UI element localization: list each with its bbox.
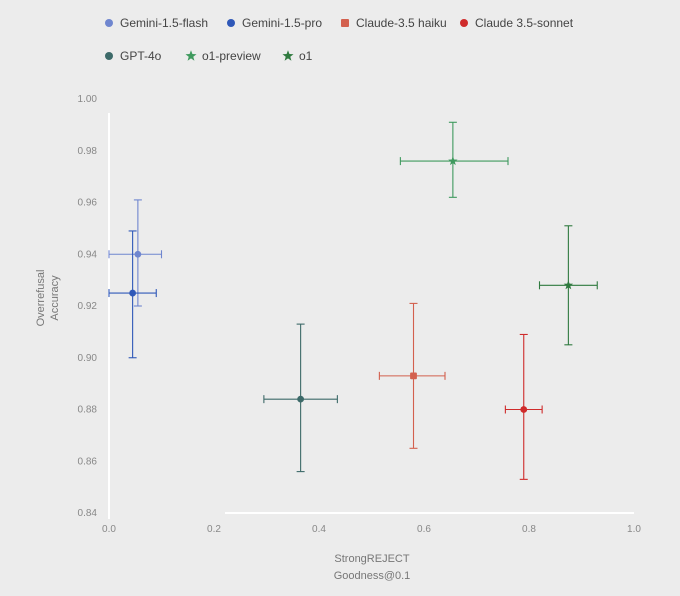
axis-titles: StrongREJECT Goodness@0.1 Overrefusal Accur… xyxy=(35,270,410,582)
x-tick-label: 0.6 xyxy=(417,524,431,535)
legend-marker-gemini-1-5-pro xyxy=(227,19,235,27)
legend-marker-gemini-1-5-flash xyxy=(105,19,113,27)
x-tick-label: 0.4 xyxy=(312,524,326,535)
legend-marker-claude-3-5-sonnet xyxy=(460,19,468,27)
y-tick-label: 0.96 xyxy=(78,198,98,209)
legend-item-gpt-4o: GPT-4o xyxy=(105,49,162,63)
legend-item-o1: o1 xyxy=(282,49,313,63)
data-point-o1-preview xyxy=(448,156,458,166)
legend-marker-o1 xyxy=(282,50,294,61)
legend: Gemini-1.5-flash Gemini-1.5-pro Claude-3.5… xyxy=(105,16,574,63)
legend-label-gemini-1-5-pro: Gemini-1.5-pro xyxy=(242,16,322,30)
x-tick-label: 0.2 xyxy=(207,524,221,535)
y-tick-label: 0.94 xyxy=(78,249,98,260)
legend-marker-gpt-4o xyxy=(105,52,113,60)
x-tick-label: 0.8 xyxy=(522,524,536,535)
legend-item-o1-preview: o1-preview xyxy=(185,49,261,63)
y-axis-title-line: Overrefusal xyxy=(35,270,47,327)
y-tick-label: 0.98 xyxy=(78,146,98,157)
y-tick-label: 0.88 xyxy=(78,405,98,416)
legend-marker-claude-3-5-haiku xyxy=(341,19,349,27)
x-tick-label: 1.0 xyxy=(627,524,641,535)
legend-label-o1: o1 xyxy=(299,49,313,63)
legend-label-o1-preview: o1-preview xyxy=(202,49,261,63)
data-point-gpt-4o xyxy=(297,395,305,403)
legend-marker-o1-preview xyxy=(185,50,197,61)
legend-item-gemini-1-5-flash: Gemini-1.5-flash xyxy=(105,16,208,30)
data-point-o1 xyxy=(563,280,574,290)
data-point-gemini-1-5-pro xyxy=(129,289,137,297)
legend-item-gemini-1-5-pro: Gemini-1.5-pro xyxy=(227,16,322,30)
x-axis-title: StrongREJECT xyxy=(334,553,409,565)
legend-label-claude-3-5-sonnet: Claude 3.5-sonnet xyxy=(475,16,574,30)
y-axis-title: Overrefusal Accuracy xyxy=(35,270,61,327)
data-point-claude-3-5-sonnet xyxy=(520,406,528,413)
x-axis-title: Goodness@0.1 xyxy=(334,570,411,582)
y-tick-label: 0.84 xyxy=(78,508,98,519)
y-axis-title-line: Accuracy xyxy=(49,275,61,321)
legend-label-gemini-1-5-flash: Gemini-1.5-flash xyxy=(120,16,208,30)
data-markers xyxy=(129,156,574,413)
y-tick-label: 1.00 xyxy=(78,94,98,105)
x-tick-label: 0.0 xyxy=(102,524,116,535)
error-bars xyxy=(108,121,598,480)
y-tick-label: 0.92 xyxy=(78,301,98,312)
legend-label-claude-3-5-haiku: Claude-3.5 haiku xyxy=(356,16,447,30)
data-point-gemini-1-5-flash xyxy=(134,250,142,258)
legend-item-claude-3-5-sonnet: Claude 3.5-sonnet xyxy=(460,16,574,30)
y-tick-label: 0.90 xyxy=(78,353,98,364)
data-point-claude-3-5-haiku xyxy=(410,372,417,380)
y-tick-label: 0.86 xyxy=(78,456,98,467)
legend-item-claude-3-5-haiku: Claude-3.5 haiku xyxy=(341,16,447,30)
axes: 0.84 0.86 0.88 0.90 0.92 0.94 0.96 0.98 1.00 0.0 0… xyxy=(78,94,642,535)
legend-label-gpt-4o: GPT-4o xyxy=(120,49,162,63)
